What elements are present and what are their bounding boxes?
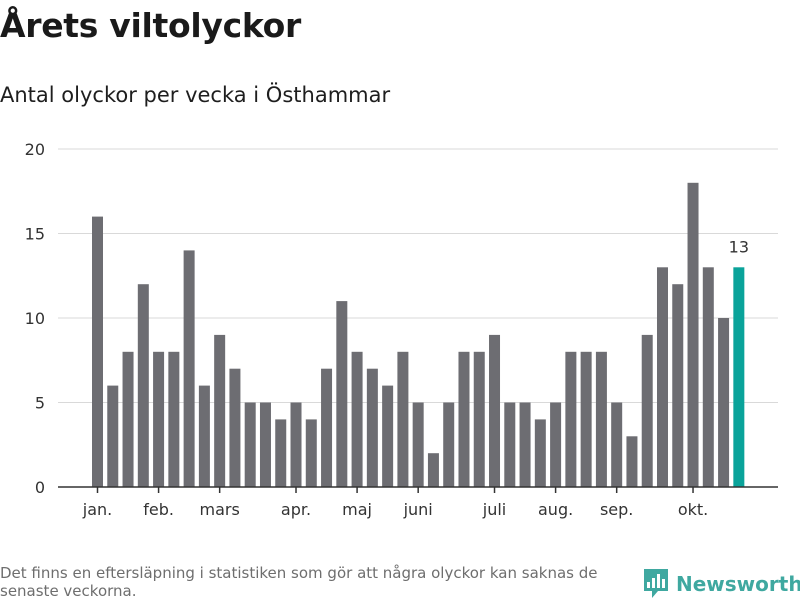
y-tick-label: 10 (25, 309, 45, 328)
chart-title: Årets viltolyckor (0, 6, 301, 45)
bar-chart: 0 5 10 15 20 13 jan. feb. mars apr. maj juni juli aug… (25, 140, 778, 519)
y-tick-label: 0 (35, 478, 45, 497)
bar (718, 318, 730, 487)
bar (153, 351, 165, 487)
bar (107, 385, 119, 487)
x-tick-label: okt. (678, 500, 708, 519)
bar (672, 284, 684, 487)
bar (351, 351, 363, 487)
bar (397, 351, 409, 487)
bar (534, 419, 546, 487)
bar (427, 453, 439, 487)
bar (733, 267, 745, 487)
brand-name: Newsworthy (676, 572, 800, 596)
bar (92, 216, 103, 487)
x-tick-label: juni (403, 500, 433, 519)
x-tick-label: aug. (538, 500, 573, 519)
x-tick-label: juli (482, 500, 506, 519)
bar (290, 402, 302, 487)
bar (366, 368, 378, 487)
bar (321, 368, 333, 487)
x-tick-label: apr. (281, 500, 311, 519)
bar (183, 250, 195, 487)
bar (595, 351, 607, 487)
bar (489, 334, 501, 487)
bar (229, 368, 241, 487)
bar (580, 351, 592, 487)
y-tick-label: 5 (35, 394, 45, 413)
bar (382, 385, 394, 487)
x-tick-label: feb. (143, 500, 174, 519)
bar (702, 267, 714, 487)
bar (198, 385, 210, 487)
newsworthy-icon (644, 569, 668, 598)
footnote: Det finns en eftersläpning i statistiken… (0, 564, 598, 600)
x-tick-label: mars (200, 500, 240, 519)
bar (137, 284, 149, 487)
x-tick-label: sep. (600, 500, 633, 519)
chart-subtitle: Antal olyckor per vecka i Östhammar (0, 83, 391, 107)
bar (504, 402, 516, 487)
bar (458, 351, 470, 487)
bar (687, 182, 699, 488)
data-label: 13 (729, 237, 749, 256)
bar (122, 351, 134, 487)
newsworthy-logo: Newsworthy (644, 569, 800, 599)
bar (259, 402, 271, 487)
bar (519, 402, 531, 487)
bar (443, 402, 455, 487)
bar (168, 351, 180, 487)
bar (611, 402, 623, 487)
bar (550, 402, 562, 487)
bar (656, 267, 668, 487)
bar (305, 419, 317, 487)
bar (214, 334, 226, 487)
y-tick-label: 15 (25, 225, 45, 244)
bar (473, 351, 485, 487)
y-tick-label: 20 (25, 140, 45, 159)
bar (244, 402, 256, 487)
bar (412, 402, 424, 487)
bar (641, 334, 653, 487)
x-tick-label: jan. (82, 500, 112, 519)
bar (565, 351, 577, 487)
bar (275, 419, 287, 487)
bar (626, 436, 638, 487)
x-tick-label: maj (342, 500, 372, 519)
bar (336, 301, 348, 487)
